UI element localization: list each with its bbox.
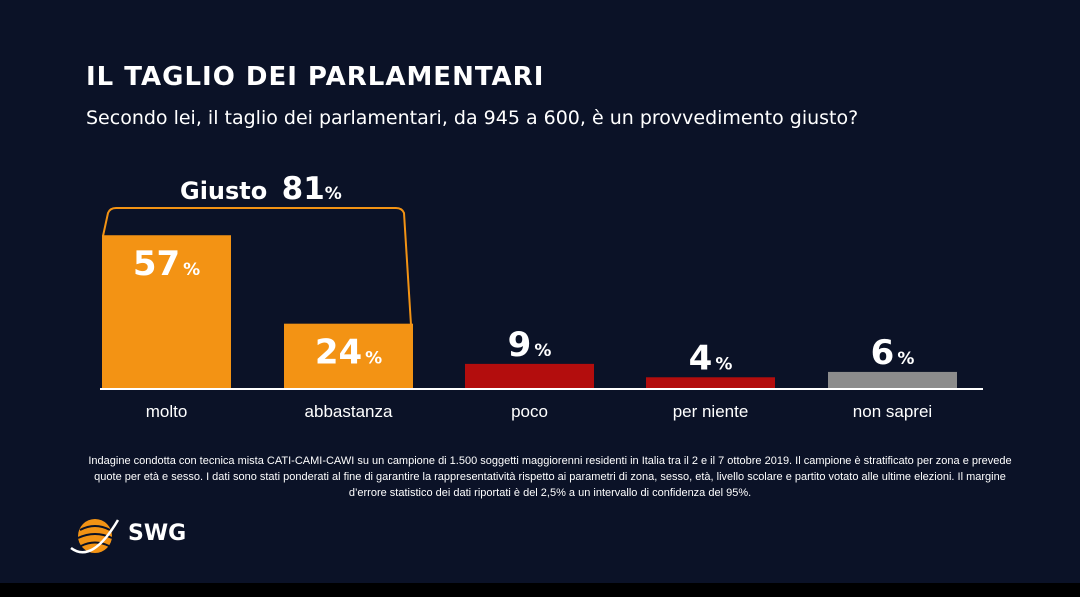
value-label-molto: 57% <box>133 244 200 284</box>
value-number: 6 <box>871 333 895 373</box>
bar-chart: Giusto 81% 57 % molto 24 % abbastanza 9 % poco 4%… <box>100 171 983 421</box>
value-unit: % <box>183 260 200 280</box>
labels-group: 57 % molto 24 % abbastanza 9 % poco 4 % per niente 6… <box>133 244 932 421</box>
category-label-molto: molto <box>146 402 188 421</box>
category-label-per-niente: per niente <box>673 402 749 421</box>
value-number: 4 <box>689 338 713 378</box>
giusto-label: Giusto <box>180 177 267 205</box>
giusto-value: 81 <box>282 171 325 207</box>
category-label-poco: poco <box>511 402 548 421</box>
category-label-non-saprei: non saprei <box>853 402 932 421</box>
bars-group <box>102 235 957 388</box>
bar-per-niente <box>646 377 775 388</box>
value-label-per-niente: 4% <box>689 338 733 378</box>
globe-icon <box>70 519 120 554</box>
giusto-bracket-label: Giusto 81% <box>180 171 342 207</box>
logo-text: SWG <box>128 521 187 546</box>
value-label-abbastanza: 24% <box>315 333 382 373</box>
value-unit: % <box>534 341 551 361</box>
giusto-bracket <box>102 207 412 326</box>
bottom-strip <box>0 583 1080 597</box>
methodology-note: Indagine condotta con tecnica mista CATI… <box>88 455 1012 499</box>
value-number: 9 <box>508 325 532 365</box>
bar-non-saprei <box>828 371 957 388</box>
bar-molto <box>102 235 231 388</box>
value-unit: % <box>715 354 732 374</box>
page-subtitle: Secondo lei, il taglio dei parlamentari,… <box>86 107 859 129</box>
value-unit: % <box>897 349 914 369</box>
value-number: 57 <box>133 244 180 284</box>
bar-poco <box>465 363 594 388</box>
page-title: IL TAGLIO DEI PARLAMENTARI <box>86 62 545 92</box>
value-number: 24 <box>315 333 362 373</box>
bar-abbastanza <box>284 323 413 388</box>
category-label-abbastanza: abbastanza <box>305 402 393 421</box>
value-unit: % <box>365 349 382 369</box>
giusto-unit: % <box>325 184 342 204</box>
value-label-poco: 9% <box>508 325 552 365</box>
value-label-non-saprei: 6% <box>871 333 915 373</box>
